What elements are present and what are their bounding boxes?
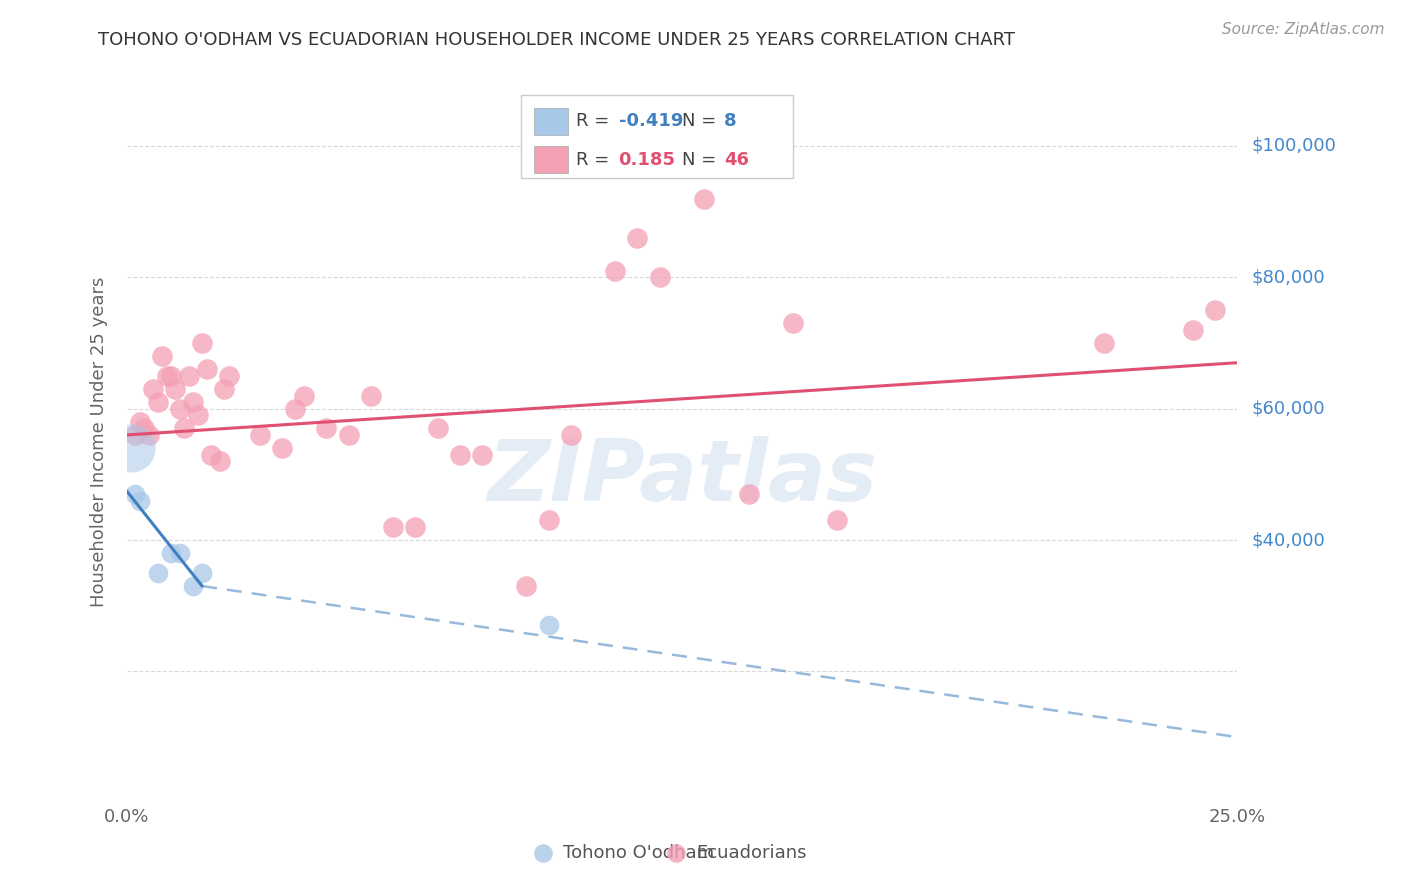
Point <box>128 493 150 508</box>
Text: TOHONO O'ODHAM VS ECUADORIAN HOUSEHOLDER INCOME UNDER 25 YEARS CORRELATION CHART: TOHONO O'ODHAM VS ECUADORIAN HOUSEHOLDER… <box>98 31 1015 49</box>
Point <box>292 388 315 402</box>
Point <box>155 368 177 383</box>
Point <box>138 428 160 442</box>
Point <box>648 270 671 285</box>
Point <box>737 487 759 501</box>
Point <box>315 421 337 435</box>
Text: 8: 8 <box>724 112 737 130</box>
Point <box>160 546 183 560</box>
Point <box>404 520 426 534</box>
Point <box>214 382 236 396</box>
Text: Tohono O'odham: Tohono O'odham <box>562 845 714 863</box>
Point <box>471 448 494 462</box>
Point <box>181 579 204 593</box>
FancyBboxPatch shape <box>520 95 793 178</box>
Text: $80,000: $80,000 <box>1251 268 1324 286</box>
Point <box>626 231 648 245</box>
Point <box>360 388 382 402</box>
Point <box>160 368 183 383</box>
Point <box>177 368 200 383</box>
Text: $40,000: $40,000 <box>1251 531 1324 549</box>
Point <box>124 487 146 501</box>
Point <box>142 382 165 396</box>
Point <box>128 415 150 429</box>
Point <box>693 192 716 206</box>
Point <box>208 454 231 468</box>
Point <box>191 566 214 580</box>
Point <box>169 401 191 416</box>
Text: ZIPatlas: ZIPatlas <box>486 436 877 519</box>
FancyBboxPatch shape <box>534 146 568 173</box>
Point <box>187 409 209 423</box>
Point <box>134 421 156 435</box>
Point <box>537 513 560 527</box>
Point <box>284 401 307 416</box>
Point <box>426 421 449 435</box>
Text: $60,000: $60,000 <box>1251 400 1324 417</box>
Text: N =: N = <box>682 151 721 169</box>
Point <box>169 546 191 560</box>
Point <box>200 448 222 462</box>
Text: R =: R = <box>576 112 616 130</box>
Text: Ecuadorians: Ecuadorians <box>696 845 807 863</box>
Point <box>191 336 214 351</box>
Point <box>150 349 173 363</box>
FancyBboxPatch shape <box>534 108 568 135</box>
Text: Source: ZipAtlas.com: Source: ZipAtlas.com <box>1222 22 1385 37</box>
Point <box>827 513 849 527</box>
Point <box>537 618 560 632</box>
Point <box>120 441 142 455</box>
Point <box>173 421 195 435</box>
Point <box>1181 323 1204 337</box>
Point <box>249 428 271 442</box>
Text: N =: N = <box>682 112 721 130</box>
Point <box>337 428 360 442</box>
Point <box>382 520 405 534</box>
Text: 0.185: 0.185 <box>619 151 676 169</box>
Point <box>1204 303 1226 318</box>
Text: -0.419: -0.419 <box>619 112 683 130</box>
Point <box>165 382 187 396</box>
Point <box>1092 336 1115 351</box>
Text: R =: R = <box>576 151 616 169</box>
Point <box>449 448 471 462</box>
Y-axis label: Householder Income Under 25 years: Householder Income Under 25 years <box>90 277 108 607</box>
Point <box>271 441 294 455</box>
Point <box>124 428 146 442</box>
Text: 46: 46 <box>724 151 749 169</box>
Point <box>146 566 169 580</box>
Point <box>195 362 218 376</box>
Point <box>605 264 627 278</box>
Point <box>560 428 582 442</box>
Point <box>782 316 804 330</box>
Point <box>515 579 537 593</box>
Point <box>218 368 240 383</box>
Text: $100,000: $100,000 <box>1251 137 1336 155</box>
Point <box>181 395 204 409</box>
Point <box>146 395 169 409</box>
